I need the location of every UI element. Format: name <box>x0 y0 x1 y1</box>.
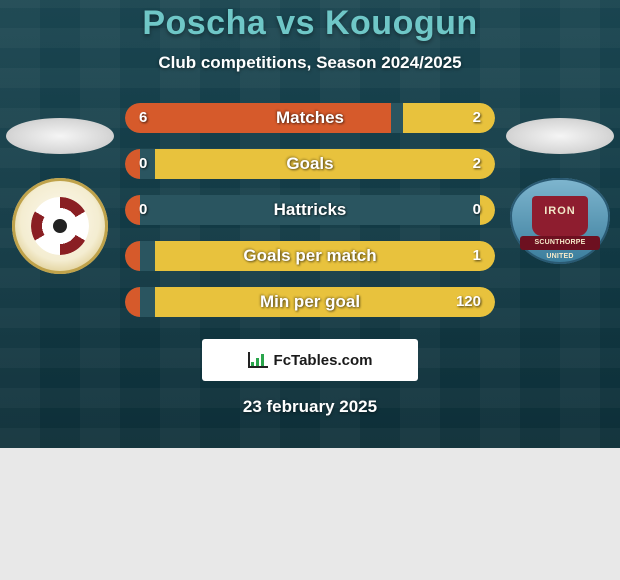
stat-value-right: 0 <box>473 195 481 225</box>
player-right-zone: SCUNTHORPE UNITED <box>500 118 620 264</box>
stat-label: Hattricks <box>125 195 495 225</box>
stat-row: Goals0 2 <box>125 149 495 179</box>
date-text: 23 february 2025 <box>0 397 620 417</box>
stat-value-right: 1 <box>473 241 481 271</box>
stat-label: Min per goal <box>125 287 495 317</box>
stat-value-left: 0 <box>139 149 147 179</box>
right-crest-ribbon: SCUNTHORPE UNITED <box>520 236 600 250</box>
stat-label: Matches <box>125 103 495 133</box>
player-right-silhouette <box>506 118 614 154</box>
stat-row: Hattricks0 0 <box>125 195 495 225</box>
stat-value-left: 0 <box>139 195 147 225</box>
left-club-crest-icon <box>12 178 108 274</box>
right-club-crest-icon: SCUNTHORPE UNITED <box>510 178 610 264</box>
stat-value-right: 2 <box>473 149 481 179</box>
stat-label: Goals per match <box>125 241 495 271</box>
brand-chart-icon <box>248 352 268 368</box>
stat-row: Min per goal120 <box>125 287 495 317</box>
stat-value-right: 120 <box>456 287 481 317</box>
player-left-zone <box>0 118 120 274</box>
comparison-card: Poscha vs Kouogun Club competitions, Sea… <box>0 0 620 448</box>
brand-text: FcTables.com <box>274 352 373 369</box>
page-title: Poscha vs Kouogun <box>0 4 620 43</box>
player-left-silhouette <box>6 118 114 154</box>
stat-value-right: 2 <box>473 103 481 133</box>
stat-value-left: 6 <box>139 103 147 133</box>
stat-row: Matches6 2 <box>125 103 495 133</box>
card-content: Poscha vs Kouogun Club competitions, Sea… <box>0 0 620 448</box>
brand-box: FcTables.com <box>202 339 418 381</box>
page-subtitle: Club competitions, Season 2024/2025 <box>0 53 620 73</box>
stat-row: Goals per match1 <box>125 241 495 271</box>
stat-label: Goals <box>125 149 495 179</box>
